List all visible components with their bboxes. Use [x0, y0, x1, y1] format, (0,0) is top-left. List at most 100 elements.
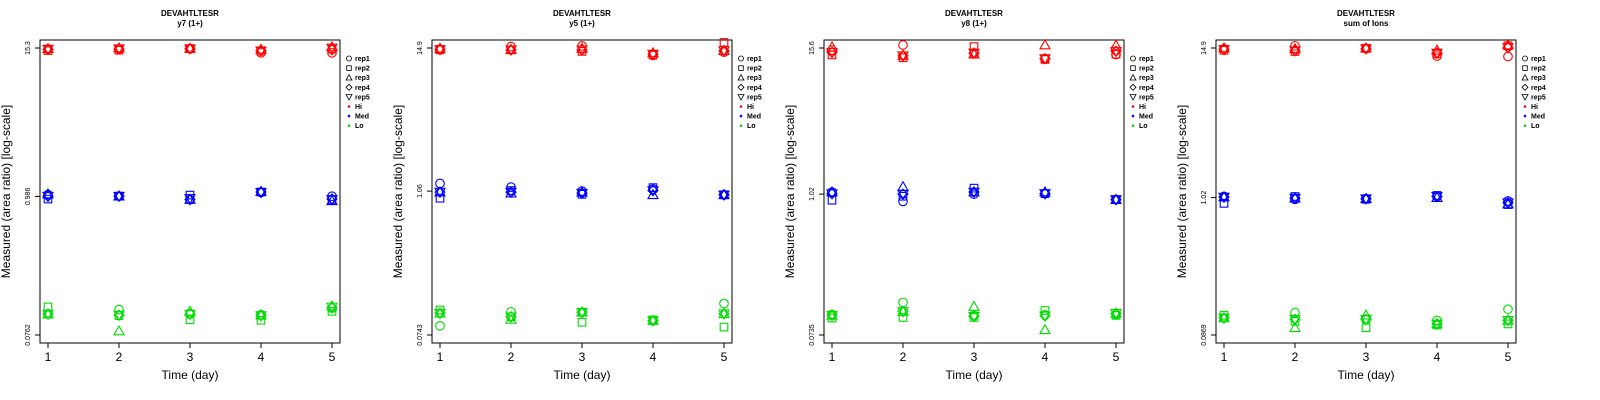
legend-item-rep4: rep4 [1521, 83, 1546, 92]
data-point-med-rep3 [255, 185, 267, 196]
y-tick-label: 15.3 [25, 41, 32, 55]
data-point-hi-rep3 [255, 43, 267, 54]
data-point-med-rep5 [434, 187, 446, 199]
data-point-med-rep5 [1039, 189, 1051, 200]
data-point-lo-rep5 [42, 309, 54, 321]
x-tick-label: 4 [1434, 350, 1441, 364]
legend-item-lo: Lo [739, 123, 756, 130]
legend-label: Lo [355, 123, 364, 130]
data-point-med-rep5 [1502, 198, 1514, 209]
data-point-lo-rep1 [1290, 307, 1300, 318]
y-tick-label: 15.6 [809, 41, 816, 55]
legend-item-med: Med [1523, 114, 1545, 121]
legend-label: Lo [1139, 123, 1148, 130]
data-point-hi-rep5 [1289, 46, 1301, 57]
data-point-hi-rep3 [718, 44, 730, 55]
data-point-med-rep2 [435, 193, 445, 203]
y-tick-label: 14.9 [417, 41, 424, 55]
legend-item-rep5: rep5 [1129, 94, 1154, 101]
data-point-lo-rep3 [897, 305, 909, 316]
data-point-lo-rep5 [505, 312, 517, 323]
y-tick-label: 1.02 [809, 187, 816, 201]
x-tick-label: 5 [329, 350, 336, 364]
data-point-lo-rep5 [576, 307, 588, 319]
legend-item-rep2: rep2 [1130, 65, 1154, 73]
x-tick-label: 2 [116, 350, 123, 364]
legend-item-rep3: rep3 [1521, 73, 1546, 82]
data-point-med-rep3 [1360, 192, 1372, 204]
data-point-lo-rep5 [1218, 313, 1230, 325]
legend-circle-icon [1130, 55, 1136, 62]
legend-label: Med [747, 114, 761, 121]
legend-triangle-down-icon [737, 94, 745, 101]
data-point-hi-rep5 [434, 45, 446, 56]
x-axis-label: Time (day) [162, 368, 219, 382]
legend-label: rep1 [747, 56, 762, 63]
data-point-hi-rep5 [968, 48, 980, 60]
legend-circle-icon [346, 55, 352, 62]
data-point-hi-rep3 [113, 41, 125, 53]
legend-item-rep4: rep4 [345, 83, 370, 92]
legend-square-icon [1522, 65, 1528, 71]
data-point-lo-rep3 [1218, 311, 1230, 323]
x-tick-label: 4 [1042, 350, 1049, 364]
data-point-lo-rep3 [576, 306, 588, 317]
data-point-hi-rep1 [1290, 40, 1300, 51]
legend-dot-icon [739, 105, 743, 108]
data-point-lo-rep5 [826, 311, 838, 322]
y-axis-label: Measured (area ratio) [log-scale] [391, 105, 405, 278]
legend-label: rep2 [747, 66, 762, 73]
data-point-hi-rep5 [718, 46, 730, 57]
x-tick-label: 1 [1221, 350, 1228, 364]
chart-subtitle: y8 (1+) [961, 19, 987, 28]
x-tick-label: 2 [900, 350, 907, 364]
data-point-hi-rep3 [42, 42, 54, 54]
legend-dot-icon [1523, 105, 1527, 108]
y-tick-label: 14.9 [1201, 41, 1208, 55]
data-point-lo-rep5 [326, 302, 338, 314]
legend-triangle-up-icon [345, 73, 353, 81]
data-point-hi-rep3 [1039, 38, 1051, 50]
legend-dot-icon [739, 124, 743, 127]
legend-label: rep4 [747, 85, 762, 92]
data-point-lo-rep3 [42, 308, 54, 319]
x-tick-label: 5 [721, 350, 728, 364]
data-point-lo-rep5 [434, 308, 446, 320]
legend-label: rep5 [1139, 94, 1154, 101]
x-tick-label: 3 [971, 350, 978, 364]
data-point-med-rep5 [647, 186, 659, 197]
data-point-med-rep5 [326, 195, 338, 206]
legend-item-rep2: rep2 [346, 65, 370, 73]
x-tick-label: 5 [1113, 350, 1120, 364]
data-point-lo-rep5 [255, 311, 267, 322]
legend-item-hi: Hi [1523, 104, 1538, 111]
data-point-med-rep3 [647, 188, 659, 200]
data-point-lo-rep3 [1502, 314, 1514, 325]
data-point-lo-rep5 [1039, 311, 1051, 323]
data-point-lo-rep3 [718, 307, 730, 319]
data-point-med-rep5 [968, 187, 980, 199]
data-point-lo-rep3 [1039, 323, 1051, 335]
legend-item-hi: Hi [1131, 104, 1146, 111]
data-point-med-rep3 [576, 186, 588, 197]
legend-item-med: Med [739, 114, 761, 121]
data-point-hi-rep3 [184, 42, 196, 53]
data-point-lo-rep1 [506, 306, 516, 317]
data-point-lo-rep5 [1502, 315, 1514, 327]
legend-item-rep2: rep2 [738, 65, 762, 73]
data-point-med-rep5 [1431, 192, 1443, 203]
data-point-lo-rep1 [435, 320, 445, 331]
y-tick-label: 0.986 [25, 188, 32, 206]
data-point-hi-rep5 [42, 44, 54, 56]
legend-triangle-up-icon [737, 73, 745, 81]
legend-item-lo: Lo [347, 123, 364, 130]
data-point-lo-rep2 [327, 306, 337, 316]
legend-label: rep5 [1531, 94, 1546, 101]
chart-subtitle: y5 (1+) [569, 19, 595, 28]
legend-diamond-icon [345, 83, 353, 91]
data-point-hi-rep5 [1431, 48, 1443, 60]
data-point-med-rep5 [897, 189, 909, 201]
